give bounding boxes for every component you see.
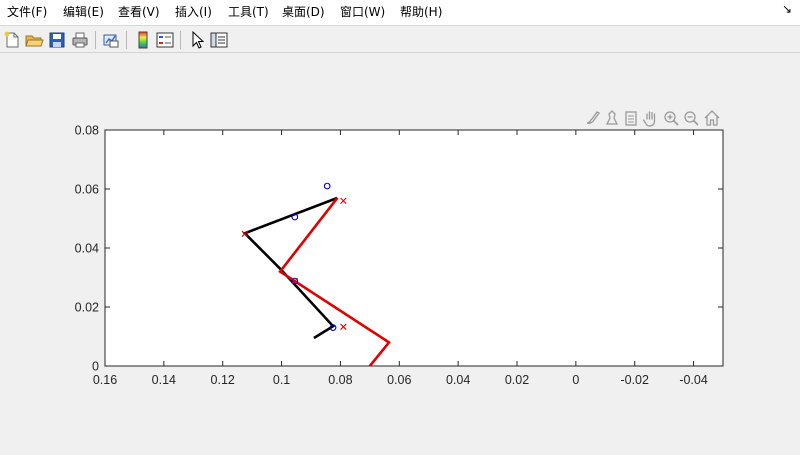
- menu-edit[interactable]: 编辑(E): [63, 5, 104, 19]
- menu-window[interactable]: 窗口(W): [340, 5, 386, 19]
- series-line-1: [278, 197, 391, 366]
- toolbar-separator: [126, 31, 127, 49]
- circle-marker: [291, 213, 299, 221]
- open-folder-icon[interactable]: [24, 30, 44, 50]
- x-tick-label: 0.1: [273, 373, 290, 387]
- menu-tools[interactable]: 工具(T): [228, 5, 269, 19]
- zoom-out-icon[interactable]: [682, 108, 700, 128]
- y-tick-label: 0.04: [75, 242, 99, 256]
- x-tick-label: -0.04: [679, 373, 708, 387]
- zoom-in-icon[interactable]: [662, 108, 680, 128]
- x-tick-label: 0.08: [328, 373, 352, 387]
- brush-icon[interactable]: [584, 108, 602, 128]
- home-icon[interactable]: [703, 108, 721, 128]
- menu-file[interactable]: 文件(F): [7, 5, 48, 19]
- series-line-0: [242, 196, 338, 340]
- axes-box: [104, 129, 724, 367]
- print-icon[interactable]: [70, 30, 90, 50]
- menu-desktop[interactable]: 桌面(D): [282, 5, 325, 19]
- pointer-icon[interactable]: [187, 30, 207, 50]
- pan-icon[interactable]: [642, 108, 660, 128]
- x-tick-label: 0.16: [93, 373, 117, 387]
- x-marker: [340, 197, 347, 204]
- x-marker: [291, 277, 299, 285]
- x-tick-label: 0.06: [387, 373, 411, 387]
- y-tick-label: 0.02: [75, 301, 99, 315]
- circle-marker: [329, 324, 337, 332]
- y-tick-label: 0.06: [75, 183, 99, 197]
- circle-marker: [323, 182, 331, 190]
- export-icon[interactable]: [622, 108, 640, 128]
- colorbar-icon[interactable]: [133, 30, 153, 50]
- menu-insert[interactable]: 插入(I): [175, 5, 212, 19]
- legend-icon[interactable]: [155, 30, 175, 50]
- link-plot-icon[interactable]: [101, 30, 121, 50]
- x-tick-label: 0.14: [152, 373, 176, 387]
- menu-help[interactable]: 帮助(H): [400, 5, 443, 19]
- menu-bar: 文件(F) 编辑(E) 查看(V) 插入(I) 工具(T) 桌面(D) 窗口(W…: [0, 0, 800, 26]
- x-tick-label: 0.04: [446, 373, 470, 387]
- data-tips-icon[interactable]: [603, 108, 621, 128]
- y-tick-label: 0: [92, 360, 99, 374]
- x-tick-label: -0.02: [620, 373, 649, 387]
- x-tick-label: 0.12: [211, 373, 235, 387]
- new-file-icon[interactable]: [2, 30, 22, 50]
- circle-marker: [291, 277, 299, 285]
- axes-toolbar: [584, 108, 724, 128]
- property-inspector-icon[interactable]: [209, 30, 229, 50]
- x-tick-label: 0: [572, 373, 579, 387]
- y-tick-label: 0.08: [75, 124, 99, 138]
- x-marker: [241, 230, 248, 238]
- toolbar-separator: [180, 31, 181, 49]
- x-marker: [340, 323, 347, 330]
- save-icon[interactable]: [47, 30, 67, 50]
- dock-arrow-icon[interactable]: ↘: [781, 2, 792, 16]
- toolbar: [0, 27, 800, 53]
- x-tick-label: 0.02: [505, 373, 529, 387]
- toolbar-separator: [95, 31, 96, 49]
- menu-view[interactable]: 查看(V): [118, 5, 160, 19]
